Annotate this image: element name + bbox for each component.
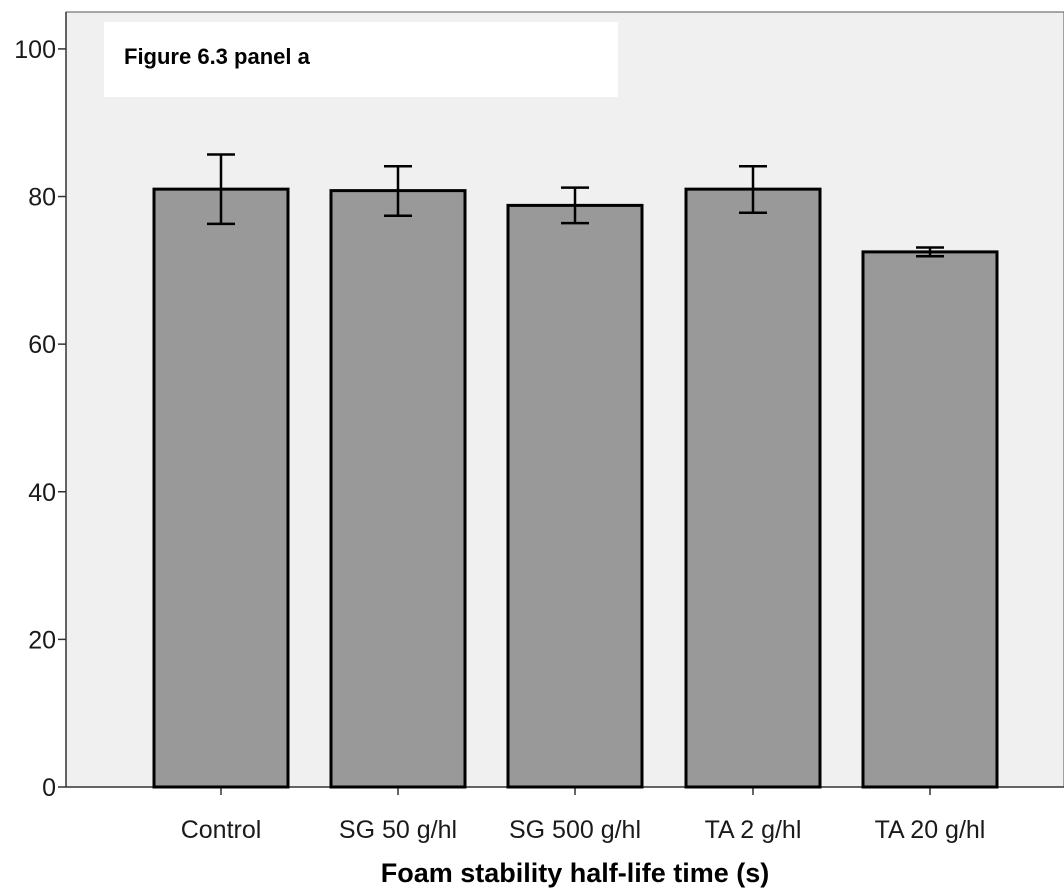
error-bar bbox=[207, 153, 235, 226]
chart-title-box: Figure 6.3 panel a bbox=[104, 22, 618, 97]
bar bbox=[684, 187, 822, 789]
y-tick-label: 100 bbox=[14, 36, 56, 64]
error-bar bbox=[384, 165, 412, 217]
y-tick-label: 20 bbox=[28, 626, 56, 654]
y-tick-label: 60 bbox=[28, 331, 56, 359]
chart-title: Figure 6.3 panel a bbox=[124, 44, 310, 69]
error-bars bbox=[207, 153, 944, 258]
x-tick-label: TA 2 g/hl bbox=[705, 816, 802, 844]
error-bar bbox=[561, 186, 589, 225]
error-bar bbox=[739, 165, 767, 215]
y-tick-label: 40 bbox=[28, 479, 56, 507]
y-axis: 0 20 40 60 80 100 bbox=[14, 12, 67, 802]
x-axis-title: Foam stability half-life time (s) bbox=[381, 858, 770, 888]
y-tick-label: 80 bbox=[28, 184, 56, 212]
error-bar bbox=[916, 246, 944, 258]
bars bbox=[152, 187, 999, 789]
bar bbox=[506, 203, 644, 789]
bar bbox=[861, 250, 999, 789]
x-axis: Control SG 50 g/hl SG 500 g/hl TA 2 g/hl TA … bbox=[66, 786, 1064, 844]
x-tick-label: SG 50 g/hl bbox=[339, 816, 457, 844]
bar bbox=[329, 189, 467, 789]
x-tick-label: SG 500 g/hl bbox=[509, 816, 641, 844]
x-tick-label: Control bbox=[181, 816, 262, 844]
y-tick-label: 0 bbox=[42, 774, 56, 802]
x-tick-label: TA 20 g/hl bbox=[875, 816, 986, 844]
bar bbox=[152, 187, 290, 789]
